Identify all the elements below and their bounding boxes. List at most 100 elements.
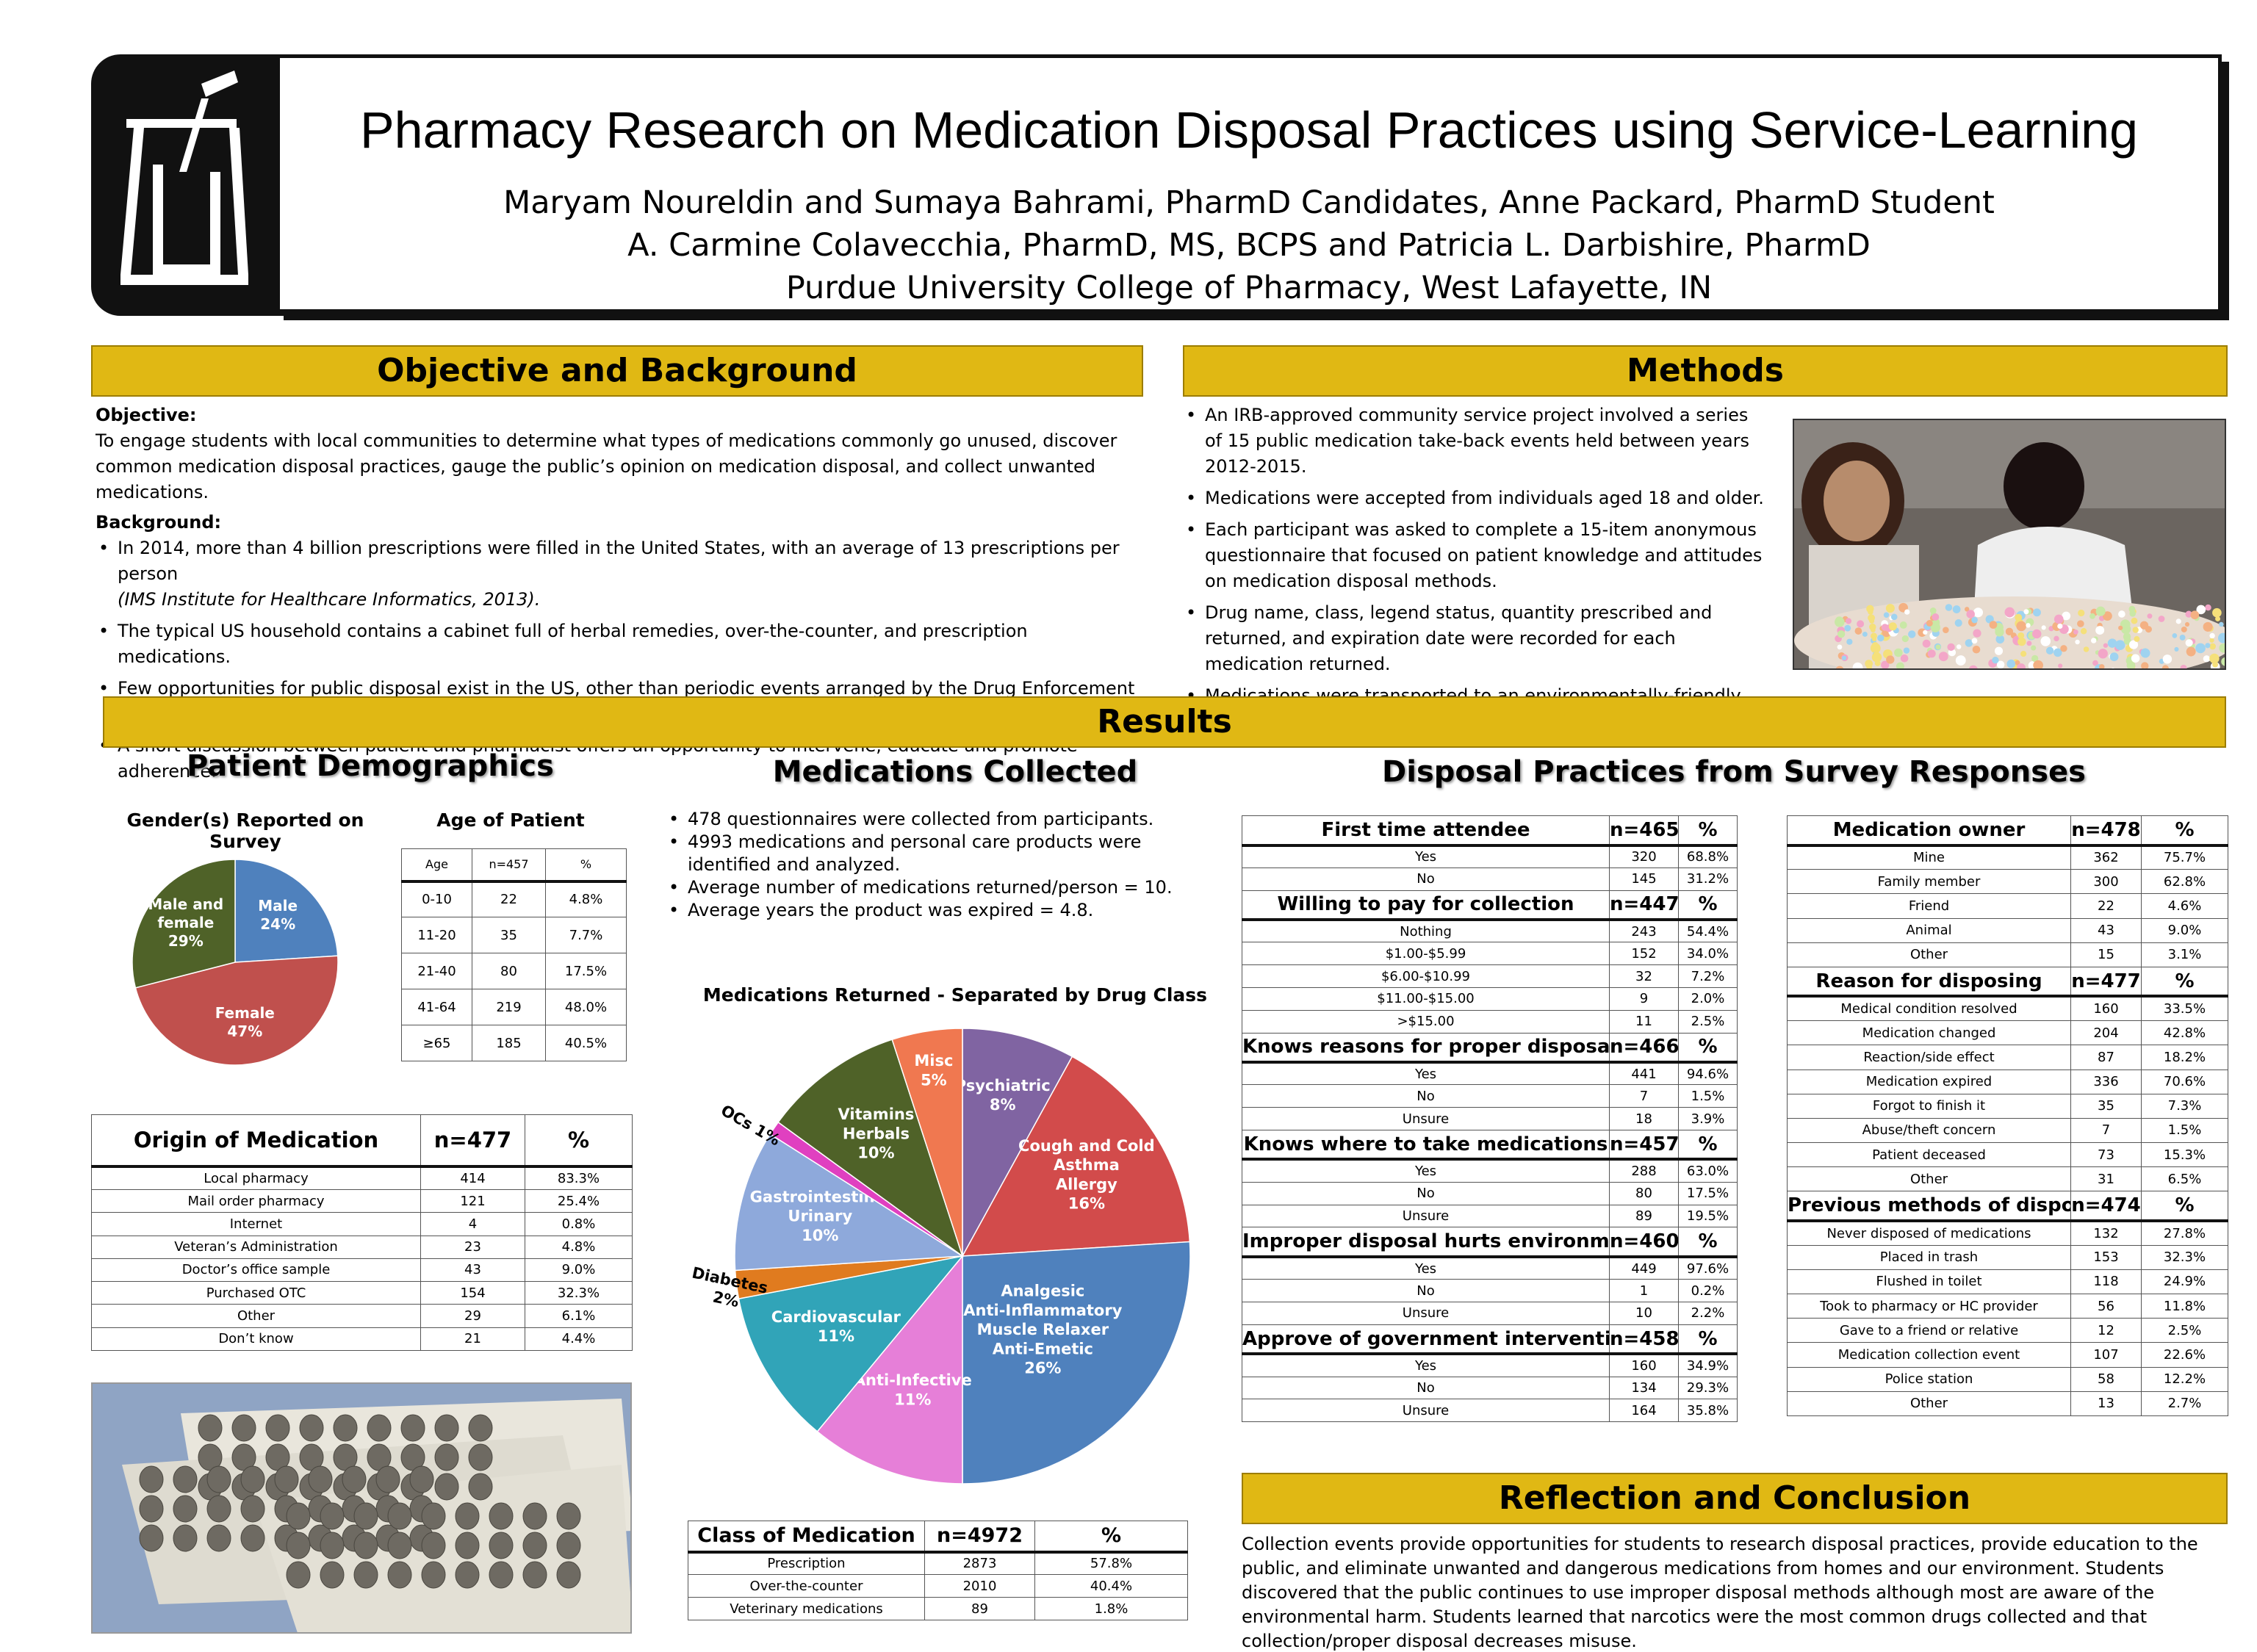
table-cell: 40.5%: [545, 1025, 627, 1061]
table-cell: 23: [420, 1235, 525, 1259]
table-row: $6.00-$10.99 32 7.2%: [1242, 964, 1738, 988]
table-row: No 80 17.5%: [1242, 1181, 1738, 1205]
table-header-cell: Willing to pay for collection: [1242, 890, 1610, 922]
pie-slice: [961, 1056, 1191, 1257]
medications-bullet: Average years the product was expired = …: [666, 899, 1195, 922]
gender-pie-chart: Male 24% Female 47% Male and female 29%: [132, 859, 339, 1066]
table-cell: 164: [1609, 1399, 1679, 1423]
table-cell: 449: [1609, 1256, 1679, 1280]
table-header-row: Reason for disposing n=477%: [1787, 966, 2228, 998]
table-cell: Forgot to finish it: [1787, 1093, 2071, 1119]
medications-bullet: 478 questionnaires were collected from p…: [666, 808, 1195, 831]
table-cell: 154: [420, 1281, 525, 1305]
table-cell: Animal: [1787, 917, 2071, 943]
table-cell: 18.2%: [2141, 1045, 2228, 1070]
table-row: Flushed in toilet 118 24.9%: [1787, 1269, 2228, 1295]
pie-slice: [132, 859, 236, 989]
title-panel: Pharmacy Research on Medication Disposal…: [276, 54, 2222, 313]
table-row: Friend 22 4.6%: [1787, 893, 2228, 919]
table-header-cell: Approve of government intervention: [1242, 1324, 1610, 1356]
table-header-cell: Age: [401, 848, 472, 883]
table-cell: Patient deceased: [1787, 1142, 2071, 1168]
table-header-cell: Reason for disposing: [1787, 966, 2071, 998]
table-cell: 89: [924, 1597, 1035, 1620]
table-header-cell: First time attendee: [1242, 815, 1610, 847]
table-cell: Medication expired: [1787, 1069, 2071, 1094]
table-header-row: Class of Medication n=4972%: [688, 1521, 1188, 1554]
table-cell: 2.5%: [2141, 1318, 2228, 1343]
pie-slice: [234, 859, 339, 963]
author-block: Maryam Noureldin and Sumaya Bahrami, Pha…: [280, 181, 2218, 309]
table-cell: >$15.00: [1242, 1009, 1610, 1034]
table-cell: 9: [1609, 986, 1679, 1011]
table-header-cell: n=457: [1609, 1129, 1679, 1161]
table-cell: 152: [1609, 942, 1679, 966]
results-section-bar: Results: [103, 696, 2226, 748]
table-row: Family member 300 62.8%: [1787, 869, 2228, 895]
table-header-cell: n=477: [2070, 966, 2142, 998]
table-cell: No: [1242, 1181, 1610, 1205]
table-cell: 7.7%: [545, 917, 627, 953]
table-cell: 34.9%: [1678, 1353, 1738, 1377]
table-row: Other 31 6.5%: [1787, 1166, 2228, 1192]
table-row: Reaction/side effect 87 18.2%: [1787, 1045, 2228, 1070]
table-row: Took to pharmacy or HC provider 56 11.8%: [1787, 1293, 2228, 1319]
slice-label: Female 47%: [215, 1004, 275, 1040]
table-cell: 25.4%: [525, 1188, 633, 1213]
mortar-pestle-icon: [120, 71, 248, 285]
table-cell: Unsure: [1242, 1107, 1610, 1130]
table-row: Purchased OTC 154 32.3%: [91, 1281, 633, 1305]
methods-bullet: Drug name, class, legend status, quantit…: [1183, 600, 1771, 677]
table-row: Nothing 243 54.4%: [1242, 919, 1738, 943]
conclusion-section-bar: Reflection and Conclusion: [1242, 1473, 2228, 1524]
table-header-cell: n=477: [420, 1114, 525, 1169]
table-header-row: Willing to pay for collection n=447%: [1242, 890, 1738, 922]
table-cell: 11-20: [401, 917, 472, 953]
table-cell: 33.5%: [2141, 995, 2228, 1022]
table-cell: 13: [2070, 1391, 2142, 1416]
table-cell: 34.0%: [1678, 942, 1738, 966]
table-cell: 80: [1609, 1181, 1679, 1205]
table-row: ≥65 185 40.5%: [401, 1025, 627, 1061]
table-cell: 7: [2070, 1117, 2142, 1144]
table-header-cell: n=4972: [924, 1521, 1035, 1554]
table-cell: Placed in trash: [1787, 1244, 2071, 1270]
table-row: Police station 58 12.2%: [1787, 1366, 2228, 1392]
slice-label: Psychiatric 8%: [955, 1077, 1051, 1114]
table-cell: 2010: [924, 1574, 1035, 1598]
table-cell: 12: [2070, 1318, 2142, 1343]
table-cell: 2873: [924, 1551, 1035, 1575]
table-cell: 1.8%: [1034, 1597, 1188, 1620]
table-cell: No: [1242, 1084, 1610, 1108]
table-cell: 4.8%: [525, 1235, 633, 1259]
table-row: $11.00-$15.00 9 2.0%: [1242, 986, 1738, 1011]
objective-section-bar: Objective and Background: [91, 345, 1143, 397]
table-cell: 132: [2070, 1220, 2142, 1246]
table-row: No 145 31.2%: [1242, 867, 1738, 891]
table-cell: 31: [2070, 1166, 2142, 1192]
table-cell: 11: [1609, 1009, 1679, 1034]
table-cell: 62.8%: [2141, 869, 2228, 895]
table-cell: 63.0%: [1678, 1158, 1738, 1183]
table-row: >$15.00 11 2.5%: [1242, 1009, 1738, 1034]
table-cell: Doctor’s office sample: [91, 1258, 421, 1283]
table-row: Abuse/theft concern 7 1.5%: [1787, 1117, 2228, 1144]
table-row: Yes 160 34.9%: [1242, 1353, 1738, 1377]
table-row: Forgot to finish it 35 7.3%: [1787, 1093, 2228, 1119]
table-header-cell: Improper disposal hurts environment: [1242, 1227, 1610, 1258]
table-cell: Family member: [1787, 869, 2071, 895]
table-row: 21-40 80 17.5%: [401, 953, 627, 989]
table-cell: 58: [2070, 1366, 2142, 1392]
table-cell: 336: [2070, 1069, 2142, 1094]
slice-label: Male 24%: [258, 897, 298, 933]
pie-slice: [962, 1028, 1073, 1257]
table-cell: 32.3%: [525, 1281, 633, 1305]
table-header-row: Medication owner n=478%: [1787, 815, 2228, 847]
table-header-row: Knows reasons for proper disposal n=466%: [1242, 1032, 1738, 1064]
table-cell: Flushed in toilet: [1787, 1269, 2071, 1295]
table-cell: Medication changed: [1787, 1020, 2071, 1046]
table-row: No 7 1.5%: [1242, 1084, 1738, 1108]
table-cell: 17.5%: [1678, 1181, 1738, 1205]
table-cell: Nothing: [1242, 919, 1610, 943]
age-table: Age n=457% 0-10 22 4.8% 11-20 35 7.7% 21-40 80 17.…: [401, 848, 627, 1061]
